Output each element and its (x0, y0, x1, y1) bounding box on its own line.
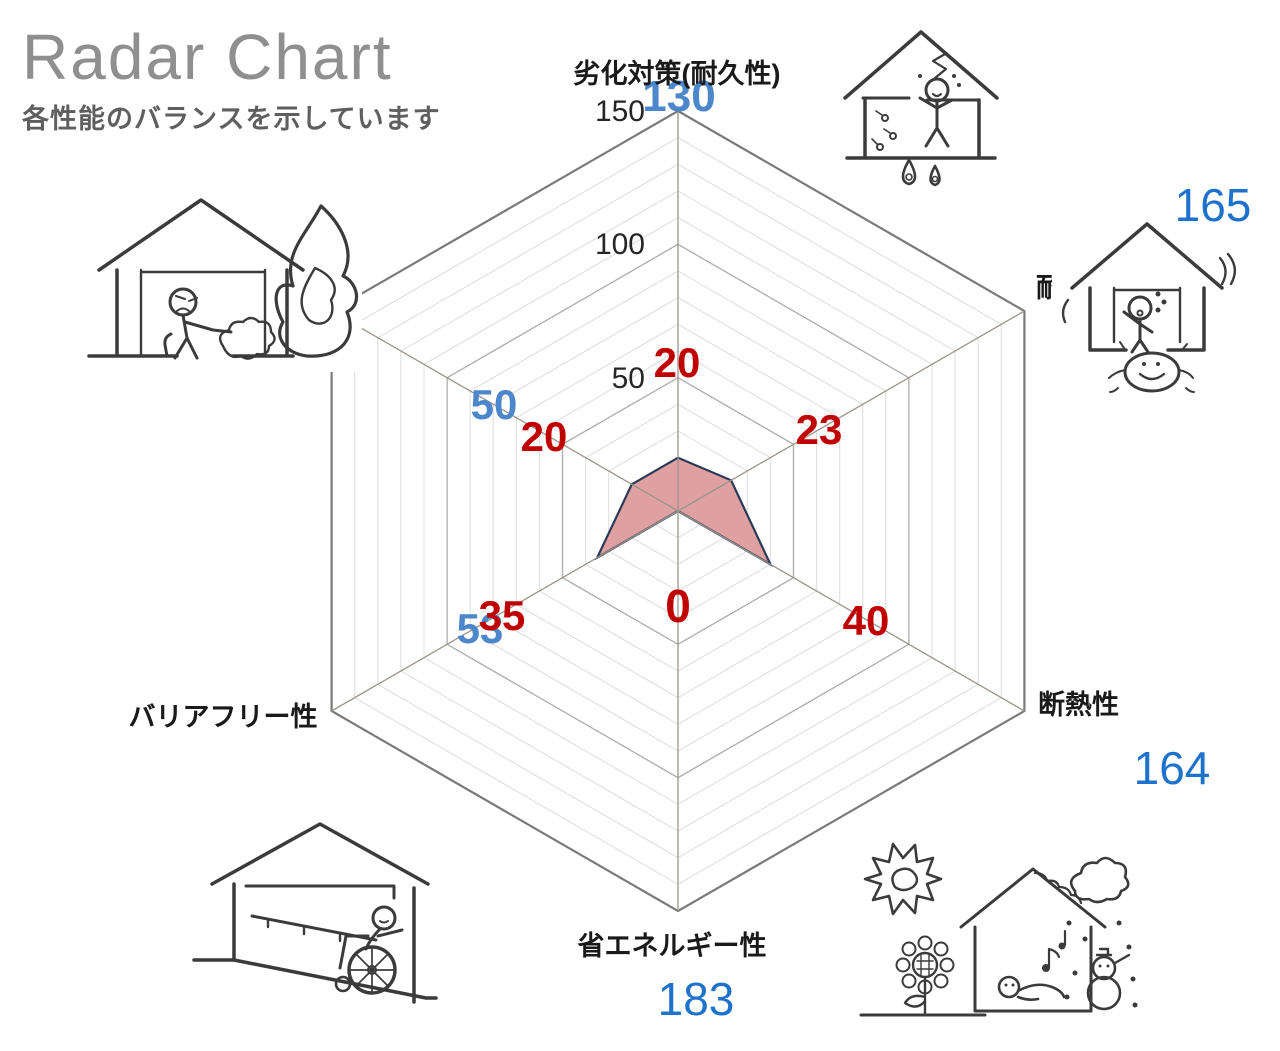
axis-label-0: 劣化対策(耐久性) (574, 58, 781, 89)
value-label-red-5: 20 (521, 413, 568, 460)
insulation-energy-saving-house-illustration (853, 827, 1140, 1027)
axis-spoke (331, 510, 679, 712)
deterioration-durability-house-illustration (833, 16, 1007, 188)
page-subtitle: 各性能のバランスを示しています (22, 104, 441, 135)
fire-resistance-house-illustration (85, 186, 362, 372)
value-label-blue-0: 130 (642, 72, 715, 121)
chart-header: Radar Chart 各性能のバランスを示しています (22, 21, 441, 136)
series-pink-polygon (594, 456, 773, 567)
axis-spoke (677, 510, 1025, 712)
value-label-red-1: 23 (796, 406, 843, 453)
value-label-red-2: 40 (843, 597, 890, 644)
value-label-blue-2: 164 (1134, 742, 1211, 794)
tick-label-150: 150 (595, 95, 645, 128)
value-label-red-3: 0 (665, 580, 691, 632)
axis-label-2: 断熱性 (1038, 690, 1119, 720)
value-label-red-0: 20 (654, 339, 701, 386)
value-label-blue-5: 50 (471, 381, 518, 428)
axis-spoke (331, 310, 679, 512)
tick-label-50: 50 (612, 362, 645, 395)
value-label-blue-4: 53 (457, 605, 504, 652)
barrier-free-wheelchair-house-illustration (188, 812, 438, 1018)
earthquake-resistance-house-illustration (1052, 192, 1242, 398)
value-label-blue-3: 183 (658, 973, 735, 1025)
axis-label-4: バリアフリー性 (129, 702, 318, 732)
value-label-red-4: 35 (479, 592, 526, 639)
axis-label-3: 省エネルギー性 (578, 931, 767, 961)
tick-label-100: 100 (595, 228, 645, 261)
page-title: Radar Chart (22, 21, 393, 93)
axis-spoke (677, 310, 1025, 512)
